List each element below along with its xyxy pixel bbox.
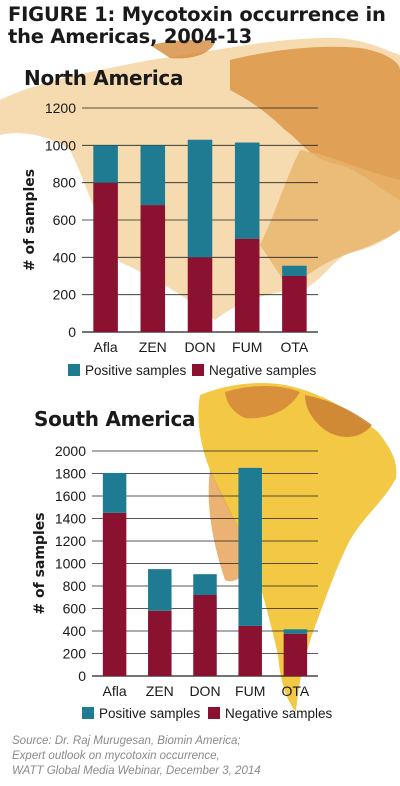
south-america-chart: 0 200 400 600 800 1000 1200 1400 1600 1800 2000 # o… xyxy=(32,443,333,721)
x-tick-label: DON xyxy=(189,683,220,699)
y-tick-label: 600 xyxy=(53,212,77,228)
legend-swatch-positive xyxy=(68,364,80,376)
y-tick-label: 1000 xyxy=(45,137,76,153)
y-tick-label: 400 xyxy=(63,623,87,639)
y-tick-label: 200 xyxy=(63,646,87,662)
source-note: Source: Dr. Raj Murugesan, Biomin Americ… xyxy=(12,734,392,779)
y-tick-label: 1600 xyxy=(55,488,86,504)
y-tick-label: 1800 xyxy=(55,466,86,482)
x-tick-label: Afla xyxy=(94,339,118,355)
legend-label-negative: Negative samples xyxy=(225,706,333,721)
figure-title-line2: the Americas, 2004-13 xyxy=(8,25,252,48)
y-tick-label: 600 xyxy=(63,601,87,617)
x-tick-label: DON xyxy=(184,339,215,355)
bar-positive-afla xyxy=(102,472,127,513)
x-tick-label: ZEN xyxy=(146,683,174,699)
y-tick-label: 2000 xyxy=(55,443,86,459)
legend-label-negative: Negative samples xyxy=(209,363,317,378)
bar-negative-ota xyxy=(282,276,307,332)
source-line-3: WATT Global Media Webinar, December 3, 2… xyxy=(12,765,261,777)
y-tick-label: 0 xyxy=(78,668,86,684)
legend-swatch-positive xyxy=(82,707,94,719)
bar-positive-fum xyxy=(234,142,260,239)
bar-positive-ota xyxy=(283,629,308,634)
bar-negative-afla xyxy=(93,182,118,332)
x-tick-label: ZEN xyxy=(139,339,167,355)
y-tick-label: 1000 xyxy=(55,556,86,572)
bar-positive-zen xyxy=(148,569,172,611)
bar-positive-ota xyxy=(282,265,307,276)
y-tick-label: 800 xyxy=(63,578,87,594)
bar-positive-fum xyxy=(238,467,262,626)
x-tick-label: Afla xyxy=(103,683,127,699)
legend-swatch-negative xyxy=(192,364,204,376)
bar-negative-don xyxy=(193,595,217,676)
bar-negative-zen xyxy=(148,610,172,676)
bar-negative-zen xyxy=(140,205,166,332)
bar-positive-afla xyxy=(93,145,118,183)
y-tick-label: 200 xyxy=(53,287,77,303)
y-tick-label: 1200 xyxy=(55,533,86,549)
y-tick-label: 1400 xyxy=(55,511,86,527)
bar-negative-fum xyxy=(234,238,260,332)
bar-positive-zen xyxy=(140,145,166,206)
source-line-1: Source: Dr. Raj Murugesan, Biomin Americ… xyxy=(12,735,241,747)
x-tick-label: OTA xyxy=(282,683,310,699)
y-axis-label: # of samples xyxy=(22,169,38,271)
north-america-title: North America xyxy=(24,66,184,90)
north-america-chart: 0 200 400 600 800 1000 1200 # of samples Afla ZEN… xyxy=(22,100,318,378)
bar-positive-don xyxy=(187,139,213,258)
y-tick-label: 0 xyxy=(68,324,76,340)
legend-label-positive: Positive samples xyxy=(85,363,187,378)
bar-negative-fum xyxy=(238,625,262,676)
bar-positive-don xyxy=(193,574,217,595)
y-tick-label: 1200 xyxy=(45,100,76,116)
legend-swatch-negative xyxy=(208,707,220,719)
bar-negative-afla xyxy=(102,512,127,676)
x-tick-label: FUM xyxy=(235,683,265,699)
bar-negative-don xyxy=(187,257,213,332)
y-tick-label: 400 xyxy=(53,249,77,265)
y-tick-label: 800 xyxy=(53,175,77,191)
y-axis-label: # of samples xyxy=(32,512,48,614)
figure-title: FIGURE 1: Mycotoxin occurrence in the Am… xyxy=(8,4,398,48)
figure-title-line1: FIGURE 1: Mycotoxin occurrence in xyxy=(8,3,386,26)
bar-negative-ota xyxy=(283,633,308,676)
source-line-2: Expert outlook on mycotoxin occurrence, xyxy=(12,750,220,762)
x-tick-label: OTA xyxy=(281,339,309,355)
south-america-title: South America xyxy=(34,407,196,431)
legend-label-positive: Positive samples xyxy=(99,706,201,721)
x-tick-label: FUM xyxy=(232,339,262,355)
